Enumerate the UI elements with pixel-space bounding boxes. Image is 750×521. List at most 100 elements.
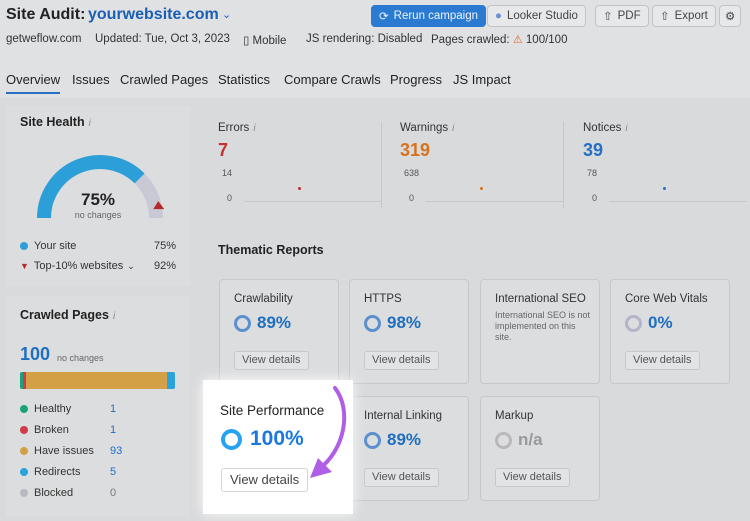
crawled-pages-widget: Crawled Pages i 100 no changes Healthy 1 Br…: [6, 296, 190, 516]
score-ring-icon: [495, 431, 512, 449]
upload-icon: ⇧: [603, 11, 613, 23]
legend-broken: Broken: [20, 424, 69, 436]
card-https: HTTPS 98% View details: [349, 279, 469, 384]
crawled-pages-total[interactable]: 100: [20, 344, 51, 364]
view-details-button[interactable]: View details: [625, 351, 700, 370]
pdf-button[interactable]: ⇧ PDF: [595, 5, 649, 27]
site-health-change: no changes: [74, 210, 122, 220]
card-markup: Markup n/a View details: [480, 396, 600, 501]
card-crawlability: Crawlability 89% View details: [219, 279, 339, 384]
info-icon[interactable]: i: [625, 123, 628, 134]
triangle-down-icon: ▼: [20, 261, 29, 271]
metric-value-errors[interactable]: 7: [218, 140, 229, 160]
metric-value-notices[interactable]: 39: [583, 140, 604, 160]
info-icon[interactable]: i: [452, 123, 455, 134]
international-seo-note: International SEO is not implemented on …: [495, 310, 591, 342]
card-site-performance: Site Performance 100% View details: [203, 380, 353, 514]
crawled-pages-bar[interactable]: [20, 372, 175, 389]
sparkline-baseline: [609, 201, 747, 202]
view-details-button[interactable]: View details: [364, 351, 439, 370]
legend-top10[interactable]: ▼ Top-10% websites ⌄: [20, 260, 135, 272]
tab-statistics[interactable]: Statistics: [218, 72, 271, 87]
view-details-button[interactable]: View details: [234, 351, 309, 370]
upload-icon: ⇧: [660, 11, 670, 23]
chevron-down-icon: ⌄: [127, 260, 135, 271]
legend-count[interactable]: 1: [110, 424, 117, 436]
legend-redirects: Redirects: [20, 466, 80, 478]
sparkline-tick: 78: [587, 168, 598, 178]
bar-segment-have-issues[interactable]: [26, 372, 168, 389]
sparkline-tick: 0: [227, 193, 233, 203]
view-details-button[interactable]: View details: [495, 468, 570, 487]
metric-label: Errors i: [218, 122, 256, 134]
warning-icon: ⚠: [512, 34, 523, 46]
site-health-gauge: [37, 155, 165, 219]
legend-dot: [20, 447, 28, 455]
divider: [381, 122, 382, 208]
info-icon[interactable]: i: [112, 311, 116, 322]
score-ring-icon: [625, 314, 642, 332]
page-title: Site Audit:: [6, 6, 86, 23]
legend-dot: [20, 489, 28, 497]
site-health-widget: Site Health i 75% no changes Your site 75…: [6, 106, 190, 286]
js-rendering-status: JS rendering: Disabled: [306, 33, 423, 45]
tab-crawled-pages[interactable]: Crawled Pages: [120, 72, 209, 87]
legend-healthy: Healthy: [20, 403, 71, 415]
thematic-reports-title: Thematic Reports: [218, 243, 324, 257]
metric-value-warnings[interactable]: 319: [400, 140, 431, 160]
site-name: getweflow.com: [6, 33, 82, 45]
legend-count[interactable]: 5: [110, 466, 117, 478]
export-button[interactable]: ⇧ Export: [652, 5, 716, 27]
site-health-score: 75%: [80, 190, 116, 209]
tab-compare-crawls[interactable]: Compare Crawls: [284, 72, 381, 87]
tab-issues[interactable]: Issues: [72, 72, 110, 87]
looker-icon: ●: [495, 10, 502, 22]
legend-dot: [20, 468, 28, 476]
tab-js-impact[interactable]: JS Impact: [453, 72, 511, 87]
device-mobile: ▯ Mobile: [243, 35, 287, 47]
page-header: Site Audit: yourwebsite.com ⌄ ⟳ Rerun ca…: [0, 0, 750, 98]
site-health-title: Site Health i: [20, 115, 91, 129]
sparkline-baseline: [244, 201, 382, 202]
legend-count[interactable]: 93: [110, 445, 123, 457]
sparkline-tick: 0: [592, 193, 598, 203]
crawled-pages-change: no changes: [57, 353, 104, 363]
info-icon[interactable]: i: [88, 118, 91, 129]
chevron-down-icon[interactable]: ⌄: [222, 9, 232, 21]
settings-button[interactable]: ⚙: [719, 5, 742, 27]
bar-segment-redirects[interactable]: [167, 372, 175, 389]
score-ring-icon: [234, 314, 251, 332]
crawled-pages-title: Crawled Pages i: [20, 308, 116, 322]
metric-label: Warnings i: [400, 122, 455, 134]
sparkline-tick: 0: [409, 193, 415, 203]
score-ring-icon: [364, 431, 381, 449]
legend-count[interactable]: 1: [110, 403, 117, 415]
top10-marker: [153, 201, 165, 210]
bar-segment-healthy[interactable]: [20, 372, 23, 389]
metric-label: Notices i: [583, 122, 628, 134]
project-domain-selector[interactable]: yourwebsite.com: [88, 6, 219, 23]
your-site-value: 75%: [154, 240, 177, 252]
card-international-seo: International SEO International SEO is n…: [480, 279, 600, 384]
legend-count: 0: [110, 487, 117, 499]
top10-value: 92%: [154, 260, 177, 272]
legend-dot: [20, 426, 28, 434]
looker-studio-button[interactable]: ● Looker Studio: [487, 5, 586, 27]
tab-overview[interactable]: Overview: [6, 72, 61, 94]
view-details-button[interactable]: View details: [221, 468, 309, 492]
sparkline-tick: 14: [222, 168, 233, 178]
refresh-icon: ⟳: [379, 11, 389, 23]
legend-dot: [20, 405, 28, 413]
bar-segment-broken[interactable]: [23, 372, 26, 389]
your-site-dot: [20, 242, 28, 250]
sparkline-point: [298, 187, 301, 190]
info-icon[interactable]: i: [253, 123, 256, 134]
view-details-button[interactable]: View details: [364, 468, 439, 487]
legend-your-site: Your site: [20, 240, 76, 252]
sparkline-baseline: [426, 201, 564, 202]
tab-progress[interactable]: Progress: [390, 72, 443, 87]
report-tabs: Overview Issues Crawled Pages Statistics…: [0, 70, 750, 96]
rerun-campaign-button[interactable]: ⟳ Rerun campaign: [371, 5, 487, 27]
sparkline-tick: 638: [404, 168, 420, 178]
updated-date: Updated: Tue, Oct 3, 2023: [95, 33, 230, 45]
